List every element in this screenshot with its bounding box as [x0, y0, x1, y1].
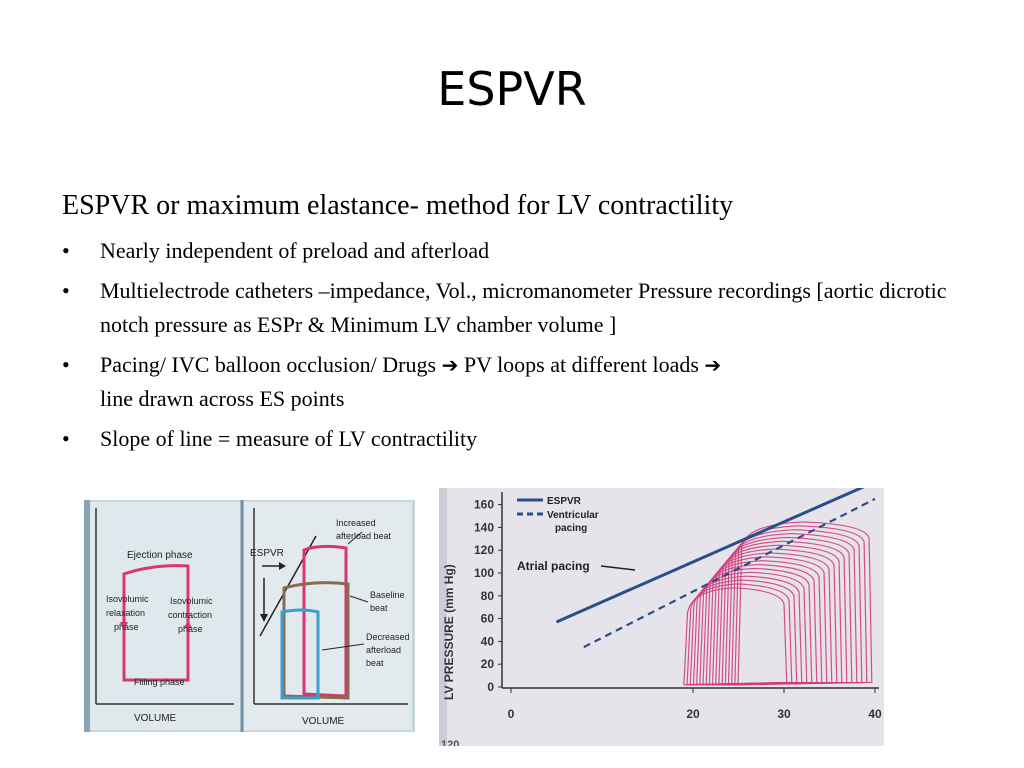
- lv-pressure-chart-photo: LV PRESSURE (mm Hg) 160 140 120 100 80 60 40 20…: [439, 488, 884, 746]
- espvr-line: [555, 488, 865, 624]
- baseline-label: beat: [370, 603, 388, 613]
- y-tick-label: 120: [474, 543, 494, 557]
- slide-title: ESPVR: [437, 62, 587, 116]
- bullet-marker: •: [62, 352, 70, 377]
- bullet-marker: •: [62, 238, 70, 263]
- y-tick-label: 20: [481, 657, 495, 671]
- y-tick-label: 140: [474, 520, 494, 534]
- pv-loop: [705, 560, 823, 686]
- espvr-label: ESPVR: [250, 548, 284, 559]
- iso-relax-label: phase: [114, 622, 139, 632]
- increased-label: Increased: [336, 518, 376, 528]
- arrow-icon: ➔: [441, 353, 459, 377]
- iso-contract-label: Isovolumic: [170, 596, 213, 606]
- increased-label: afterload beat: [336, 531, 392, 541]
- bullet-marker: •: [62, 426, 70, 451]
- pv-loop: [689, 579, 798, 686]
- pv-loop: [696, 571, 808, 686]
- y-tick-label: 80: [481, 589, 495, 603]
- bullet-text: Nearly independent of preload and afterl…: [100, 238, 490, 263]
- arrow-icon: ➔: [704, 353, 722, 377]
- y-tick-label: 0: [487, 680, 494, 694]
- bottom-tick: 120: [441, 739, 459, 746]
- legend-espvr: ESPVR: [547, 496, 582, 507]
- decreased-label: beat: [366, 658, 384, 668]
- x-tick-label: 20: [686, 707, 700, 721]
- filling-label: Filling phase: [134, 677, 185, 687]
- bullet-item: • Multielectrode catheters –impedance, V…: [62, 274, 982, 342]
- bullet-text: Slope of line = measure of LV contractil…: [100, 426, 478, 451]
- iso-relax-label: Isovolumic: [106, 594, 149, 604]
- decreased-label: afterload: [366, 645, 401, 655]
- iso-contract-label: phase: [178, 624, 203, 634]
- bullet-list: • Nearly independent of preload and afte…: [62, 234, 982, 462]
- bullet-item: • Pacing/ IVC balloon occlusion/ Drugs ➔…: [62, 348, 982, 416]
- decreased-label: Decreased: [366, 632, 410, 642]
- ejection-label: Ejection phase: [127, 550, 193, 561]
- pv-loop: [692, 575, 803, 686]
- bullet-item: • Slope of line = measure of LV contract…: [62, 422, 982, 456]
- pv-loop-diagram-photo: Ejection phase Isovolumic relaxation pha…: [84, 500, 415, 732]
- volume-axis-label: VOLUME: [134, 713, 177, 724]
- y-tick-label: 100: [474, 566, 494, 580]
- x-tick-label: 30: [777, 707, 791, 721]
- volume-axis-label: VOLUME: [302, 716, 345, 727]
- pv-loop: [702, 563, 818, 686]
- lv-pressure-chart: LV PRESSURE (mm Hg) 160 140 120 100 80 60 40 20…: [439, 488, 884, 746]
- y-tick-label: 60: [481, 612, 495, 626]
- bullet-item: • Nearly independent of preload and afte…: [62, 234, 982, 268]
- iso-relax-label: relaxation: [106, 608, 145, 618]
- bullet-text: Multielectrode catheters –impedance, Vol…: [100, 278, 947, 337]
- legend-ventricular: Ventricular: [547, 510, 599, 521]
- slide-intro: ESPVR or maximum elastance- method for L…: [62, 190, 734, 221]
- atrial-pacing-label: Atrial pacing: [517, 559, 590, 573]
- y-tick-label: 160: [474, 498, 494, 512]
- ventricular-pacing-line: [583, 497, 876, 649]
- x-tick-label: 0: [508, 707, 515, 721]
- baseline-label: Baseline: [370, 590, 405, 600]
- y-axis-label: LV PRESSURE (mm Hg): [442, 564, 456, 700]
- iso-contract-label: contraction: [168, 610, 212, 620]
- bullet-marker: •: [62, 278, 70, 303]
- bullet-text: PV loops at different loads: [458, 352, 705, 377]
- y-tick-label: 40: [481, 634, 495, 648]
- bullet-text: line drawn across ES points: [100, 386, 345, 411]
- x-tick-label: 40: [868, 707, 882, 721]
- legend-pacing: pacing: [555, 523, 587, 534]
- bullet-text: Pacing/ IVC balloon occlusion/ Drugs: [100, 352, 442, 377]
